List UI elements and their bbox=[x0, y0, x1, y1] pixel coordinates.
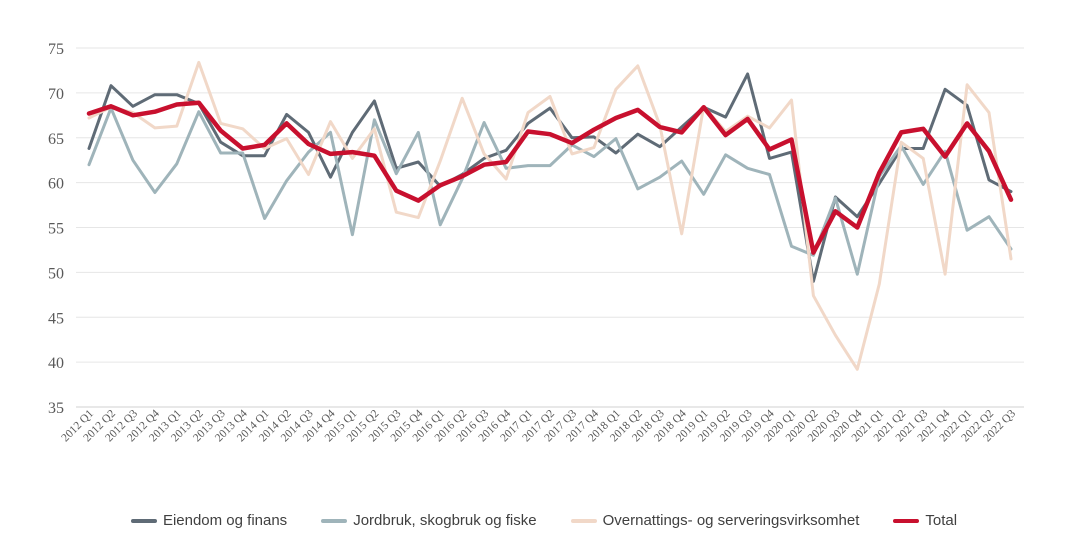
legend-item: Total bbox=[893, 512, 957, 529]
legend-item: Eiendom og finans bbox=[130, 512, 288, 529]
legend-label: Jordbruk, skogbruk og fiske bbox=[353, 512, 537, 529]
y-tick-label: 40 bbox=[48, 355, 64, 372]
y-tick-label: 75 bbox=[48, 41, 64, 58]
y-tick-label: 45 bbox=[48, 310, 64, 327]
legend-swatch bbox=[321, 518, 348, 523]
y-axis-ticks: 35 40 45 50 55 60 65 70 75 bbox=[48, 41, 64, 417]
legend-item: Overnattings- og serveringsvirksomhet bbox=[570, 512, 860, 529]
y-tick-label: 35 bbox=[48, 400, 64, 417]
series-line-4 bbox=[86, 100, 1014, 255]
y-tick-label: 70 bbox=[48, 86, 64, 103]
series-line-3 bbox=[87, 60, 1013, 371]
y-tick-label: 65 bbox=[48, 131, 64, 148]
legend-swatch bbox=[893, 518, 920, 523]
legend-label: Overnattings- og serveringsvirksomhet bbox=[602, 512, 860, 529]
legend-swatch bbox=[130, 518, 157, 523]
legend-label: Eiendom og finans bbox=[162, 512, 288, 529]
y-tick-label: 60 bbox=[48, 176, 64, 193]
gridlines bbox=[76, 47, 1024, 408]
legend: Eiendom og finans Jordbruk, skogbruk og f… bbox=[0, 512, 1088, 529]
legend-item: Jordbruk, skogbruk og fiske bbox=[321, 512, 537, 529]
series-line-1 bbox=[87, 72, 1013, 283]
y-tick-label: 55 bbox=[48, 221, 64, 238]
y-tick-label: 50 bbox=[48, 265, 64, 282]
legend-label: Total bbox=[925, 512, 958, 529]
series-line-2 bbox=[87, 106, 1013, 276]
legend-swatch bbox=[570, 518, 597, 523]
series-lines bbox=[86, 60, 1014, 371]
